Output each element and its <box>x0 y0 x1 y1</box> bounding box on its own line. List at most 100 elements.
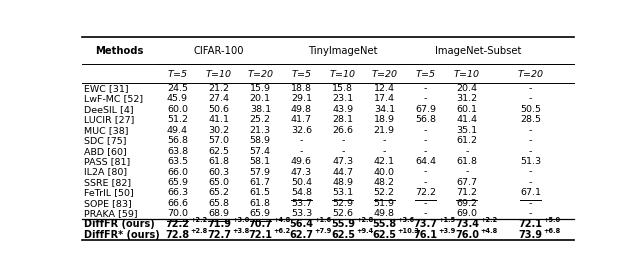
Text: 70.0: 70.0 <box>167 209 188 218</box>
Text: SOPE [83]: SOPE [83] <box>84 199 132 208</box>
Text: +3.8: +3.8 <box>232 228 249 234</box>
Text: 23.1: 23.1 <box>332 94 353 103</box>
Text: 69.2: 69.2 <box>456 199 477 208</box>
Text: TinyImageNet: TinyImageNet <box>308 46 378 56</box>
Text: 61.8: 61.8 <box>209 157 229 166</box>
Text: 21.3: 21.3 <box>250 126 271 135</box>
Text: EWC [31]: EWC [31] <box>84 84 129 93</box>
Text: 65.8: 65.8 <box>209 199 229 208</box>
Text: 72.8: 72.8 <box>165 230 189 240</box>
Text: 55.9: 55.9 <box>331 219 355 229</box>
Text: +2.8: +2.8 <box>191 228 208 234</box>
Text: +2.8: +2.8 <box>356 217 373 223</box>
Text: 66.0: 66.0 <box>167 168 188 176</box>
Text: $T$=5: $T$=5 <box>291 68 312 79</box>
Text: -: - <box>424 168 427 176</box>
Text: 17.4: 17.4 <box>374 94 395 103</box>
Text: +3.9: +3.9 <box>438 228 456 234</box>
Text: 12.4: 12.4 <box>374 84 395 93</box>
Text: 55.8: 55.8 <box>372 219 396 229</box>
Text: -: - <box>529 126 532 135</box>
Text: 62.5: 62.5 <box>209 147 229 156</box>
Text: 65.9: 65.9 <box>167 178 188 187</box>
Text: 41.7: 41.7 <box>291 115 312 124</box>
Text: -: - <box>424 178 427 187</box>
Text: -: - <box>529 199 532 208</box>
Text: 50.5: 50.5 <box>520 105 541 114</box>
Text: 57.0: 57.0 <box>209 136 229 145</box>
Text: -: - <box>529 94 532 103</box>
Text: 35.1: 35.1 <box>456 126 477 135</box>
Text: -: - <box>529 178 532 187</box>
Text: 64.4: 64.4 <box>415 157 436 166</box>
Text: $T$=5: $T$=5 <box>167 68 188 79</box>
Text: 52.6: 52.6 <box>332 209 353 218</box>
Text: ImageNet-Subset: ImageNet-Subset <box>435 46 521 56</box>
Text: 70.7: 70.7 <box>248 219 272 229</box>
Text: IL2A [80]: IL2A [80] <box>84 168 127 176</box>
Text: 21.9: 21.9 <box>374 126 395 135</box>
Text: +2.2: +2.2 <box>480 217 497 223</box>
Text: DiffFR* (ours): DiffFR* (ours) <box>84 230 160 240</box>
Text: 71.9: 71.9 <box>207 219 231 229</box>
Text: -: - <box>383 136 386 145</box>
Text: 47.3: 47.3 <box>291 168 312 176</box>
Text: 62.7: 62.7 <box>289 230 314 240</box>
Text: +3.6: +3.6 <box>397 217 415 223</box>
Text: 56.4: 56.4 <box>289 219 314 229</box>
Text: 43.9: 43.9 <box>332 105 353 114</box>
Text: 61.8: 61.8 <box>456 157 477 166</box>
Text: 69.0: 69.0 <box>456 209 477 218</box>
Text: 49.8: 49.8 <box>374 209 395 218</box>
Text: 18.8: 18.8 <box>291 84 312 93</box>
Text: 42.1: 42.1 <box>374 157 395 166</box>
Text: 72.1: 72.1 <box>518 219 543 229</box>
Text: -: - <box>465 147 468 156</box>
Text: PASS [81]: PASS [81] <box>84 157 130 166</box>
Text: 67.9: 67.9 <box>415 105 436 114</box>
Text: $T$=10: $T$=10 <box>453 68 481 79</box>
Text: 51.3: 51.3 <box>520 157 541 166</box>
Text: 61.7: 61.7 <box>250 178 271 187</box>
Text: 44.7: 44.7 <box>332 168 353 176</box>
Text: +5.0: +5.0 <box>543 217 561 223</box>
Text: PRAKA [59]: PRAKA [59] <box>84 209 138 218</box>
Text: -: - <box>300 136 303 145</box>
Text: 45.9: 45.9 <box>167 94 188 103</box>
Text: -: - <box>300 147 303 156</box>
Text: +1.5: +1.5 <box>438 217 456 223</box>
Text: 73.9: 73.9 <box>518 230 543 240</box>
Text: LUCIR [27]: LUCIR [27] <box>84 115 134 124</box>
Text: 68.9: 68.9 <box>209 209 229 218</box>
Text: 15.8: 15.8 <box>332 84 353 93</box>
Text: 65.0: 65.0 <box>209 178 229 187</box>
Text: MUC [38]: MUC [38] <box>84 126 129 135</box>
Text: +6.8: +6.8 <box>543 228 561 234</box>
Text: +4.8: +4.8 <box>273 217 291 223</box>
Text: 54.8: 54.8 <box>291 189 312 197</box>
Text: 61.5: 61.5 <box>250 189 271 197</box>
Text: 20.4: 20.4 <box>456 84 477 93</box>
Text: +1.6: +1.6 <box>314 217 332 223</box>
Text: 50.6: 50.6 <box>209 105 229 114</box>
Text: +3.0: +3.0 <box>232 217 249 223</box>
Text: 66.6: 66.6 <box>167 199 188 208</box>
Text: -: - <box>465 168 468 176</box>
Text: +4.8: +4.8 <box>480 228 497 234</box>
Text: SDC [75]: SDC [75] <box>84 136 127 145</box>
Text: 31.2: 31.2 <box>456 94 477 103</box>
Text: 48.2: 48.2 <box>374 178 395 187</box>
Text: +2.2: +2.2 <box>191 217 208 223</box>
Text: -: - <box>424 84 427 93</box>
Text: 67.7: 67.7 <box>456 178 477 187</box>
Text: 76.1: 76.1 <box>413 230 438 240</box>
Text: 18.9: 18.9 <box>374 115 395 124</box>
Text: 62.5: 62.5 <box>331 230 355 240</box>
Text: 65.2: 65.2 <box>209 189 229 197</box>
Text: 57.4: 57.4 <box>250 147 271 156</box>
Text: 21.2: 21.2 <box>209 84 229 93</box>
Text: 50.4: 50.4 <box>291 178 312 187</box>
Text: 60.0: 60.0 <box>167 105 188 114</box>
Text: 30.2: 30.2 <box>208 126 230 135</box>
Text: 29.1: 29.1 <box>291 94 312 103</box>
